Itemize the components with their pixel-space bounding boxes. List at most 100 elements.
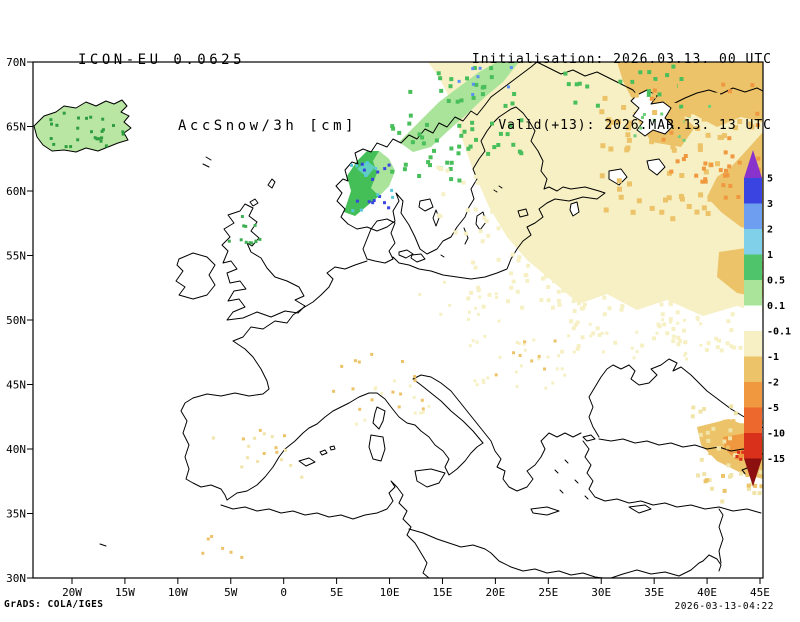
model-title: ICON-EU 0.0625 — [78, 49, 357, 71]
speckle-russia-south-cream — [672, 327, 676, 331]
speckle-poland-cream — [474, 307, 477, 310]
speckle-balkans-cream — [567, 334, 570, 337]
speckle-iceland-dark-green — [65, 145, 68, 148]
speckle-north-blacksea-cream — [633, 356, 636, 359]
speckle-anatolia-cream — [727, 463, 731, 467]
speckle-north-blacksea-cream — [683, 319, 686, 322]
speckle-russia-south-cream — [700, 290, 704, 294]
speckle-balkans-cream — [556, 367, 559, 370]
speckle-scandes-green-mid — [449, 177, 453, 181]
speckle-scotland-green — [228, 240, 231, 243]
speckle-baltics-cream — [482, 305, 486, 309]
speckle-scandes-green-north — [457, 151, 461, 155]
speckle-baltics-cream — [562, 254, 566, 258]
colorbar-label: 0.5 — [767, 276, 785, 287]
speckle-russia-south-cream — [608, 306, 612, 310]
speckle-scandes-green-north — [463, 130, 467, 134]
speckle-russia-south-cream — [671, 339, 675, 343]
speckle-russia-south-cream — [676, 310, 680, 314]
speckle-russia-south-cream — [738, 346, 742, 350]
speckle-france-gold — [358, 408, 361, 411]
speckle-balkans-cream — [469, 344, 472, 347]
speckle-russia-south-cream — [558, 303, 562, 307]
speckle-anatolia-gold — [719, 439, 723, 443]
speckle-anatolia-gold — [726, 445, 730, 449]
speckle-norway-blue — [373, 199, 376, 202]
speckle-iceland-dark-green — [63, 112, 66, 115]
speckle-norway-cyan — [351, 209, 354, 212]
speckle-baltics-cream — [561, 289, 565, 293]
speckle-baltics-cream — [528, 242, 532, 246]
speckle-anatolia-gold — [731, 419, 735, 423]
speckle-sweden-cream — [485, 219, 489, 223]
speckle-ne-tan — [670, 216, 675, 221]
coastline-libya-egypt — [409, 529, 721, 578]
coastline-mediterranean-north — [227, 393, 483, 500]
speckle-norway-blue — [363, 169, 366, 172]
speckle-balkans-gold — [523, 340, 526, 343]
colorbar-label: -2 — [767, 378, 779, 389]
speckle-north-blacksea-cream — [697, 318, 700, 321]
speckle-poland-cream — [468, 311, 471, 314]
speckle-scandes-green-north — [460, 98, 464, 102]
speckle-scandes-green-mid — [457, 179, 461, 183]
title-block-right: Initialisation: 2026.03.13. 00 UTC Valid… — [468, 5, 772, 159]
speckle-anatolia-cream — [699, 410, 703, 414]
speckle-morocco-gold — [240, 556, 243, 559]
speckle-norway-cyan — [374, 167, 377, 170]
speckle-russia-south-cream — [676, 336, 680, 340]
colorbar-label: 2 — [767, 225, 773, 236]
speckle-russia-south-cream — [613, 341, 617, 345]
colorbar-band-7 — [744, 357, 762, 383]
speckle-poland-cream — [418, 293, 421, 296]
speckle-north-blacksea-cream — [685, 358, 688, 361]
speckle-norway-blue — [371, 178, 374, 181]
speckle-spain-gold — [263, 452, 266, 455]
speckle-norway-cyan — [391, 196, 394, 199]
speckle-north-blacksea-cream — [589, 323, 592, 326]
madeira-island — [100, 544, 106, 546]
speckle-sweden-cream — [476, 168, 480, 172]
lon-label: 45E — [750, 586, 770, 599]
speckle-baltics-cream — [512, 280, 516, 284]
speckle-norway-blue — [387, 206, 390, 209]
speckle-russia-south-cream — [577, 301, 581, 305]
speckle-baltics-cream — [481, 239, 485, 243]
speckle-anatolia-cream — [706, 439, 710, 443]
speckle-scandes-green-mid — [390, 170, 394, 174]
colorbar-label: -5 — [767, 403, 779, 414]
speckle-sweden-cream — [495, 187, 499, 191]
coastline-atlantic-west-europe — [181, 261, 367, 500]
lon-label: 40E — [697, 586, 717, 599]
speckle-russia-south-cream — [620, 308, 624, 312]
speckle-caucasus-red — [736, 455, 739, 458]
coastline-great-britain — [222, 204, 305, 320]
speckle-baltics-cream — [476, 286, 480, 290]
speckle-baltics-cream — [520, 306, 524, 310]
speckle-morocco-gold — [210, 535, 213, 538]
speckle-balkans-gold — [543, 368, 546, 371]
speckle-caucasus-red — [739, 458, 742, 461]
speckle-balkans-gold — [554, 340, 557, 343]
speckle-e-orange — [703, 162, 707, 166]
speckle-sweden-cream — [490, 210, 494, 214]
speckle-scandes-green-mid — [397, 131, 401, 135]
speckle-anatolia-cream — [702, 407, 706, 411]
colorbar-band-5 — [744, 306, 762, 332]
title-block-left: ICON-EU 0.0625 AccSnow/3h [cm] — [78, 5, 357, 159]
speckle-balkans-gold — [538, 355, 541, 358]
speckle-russia-south-cream — [557, 299, 561, 303]
speckle-scandes-green-north — [411, 140, 415, 144]
speckle-baltics-cream — [534, 245, 538, 249]
speckle-ne-orange — [727, 164, 731, 168]
speckle-sweden-cream — [497, 226, 501, 230]
speckle-balkans-cream — [476, 341, 479, 344]
speckle-ne-tan — [650, 206, 655, 211]
speckle-russia-south-cream — [632, 280, 636, 284]
speckle-russia-south-cream — [579, 294, 583, 298]
speckle-scandes-green-mid — [417, 174, 421, 178]
speckle-baltics-cream — [528, 256, 532, 260]
speckle-poland-cream — [498, 320, 501, 323]
speckle-spain-gold — [259, 429, 262, 432]
speckle-ne-tan — [715, 161, 720, 166]
